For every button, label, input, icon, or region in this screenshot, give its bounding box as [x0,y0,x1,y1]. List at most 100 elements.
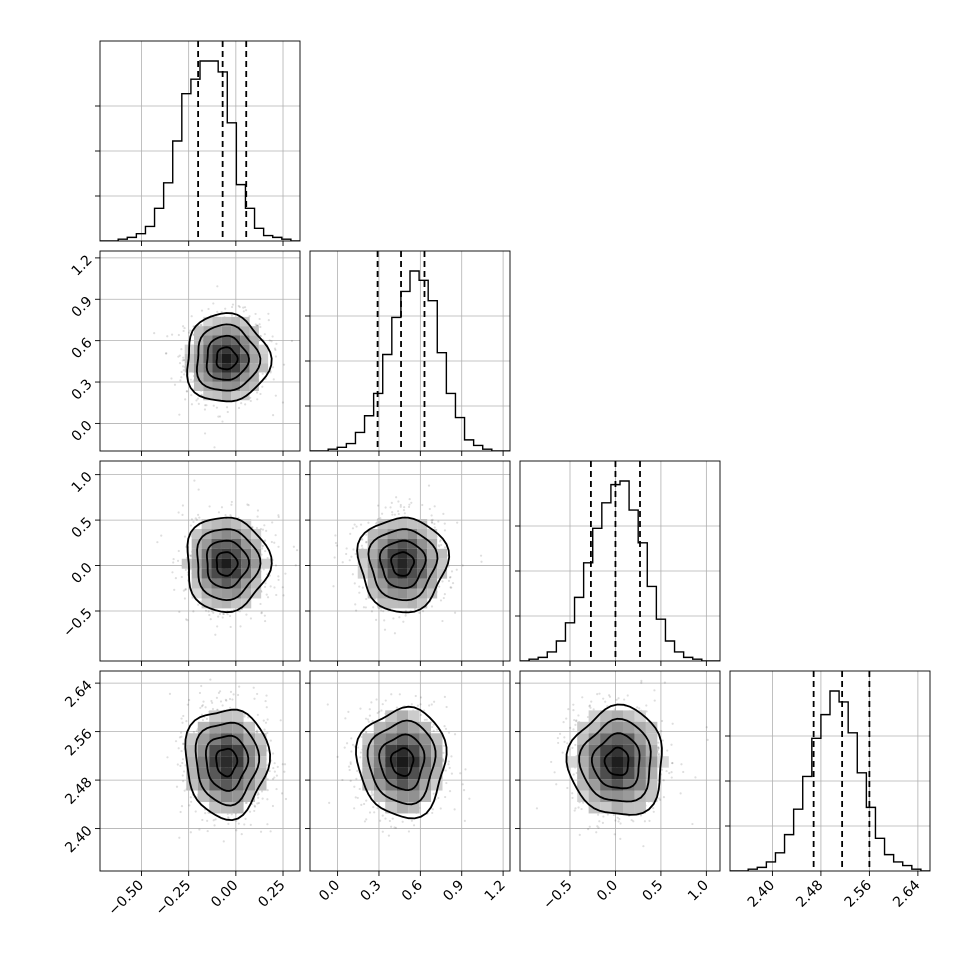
scatter-point [204,404,207,407]
scatter-point [252,686,255,689]
density-cell [184,363,194,373]
scatter-point [403,506,406,509]
scatter-point [222,612,225,616]
scatter-point [188,804,191,807]
histogram-panel-2 [305,250,511,456]
density-cell [419,744,432,757]
scatter-point [212,611,215,614]
scatter-point [207,307,210,311]
scatter-point [230,314,234,317]
scatter-point [258,323,261,326]
scatter-point [354,603,357,606]
scatter-point [212,302,215,305]
density-cell [231,363,241,373]
scatter-point [213,824,216,827]
scatter-point [227,817,230,820]
density-cell [221,372,232,382]
scatter-point [249,399,252,403]
scatter-point [218,690,222,693]
density-cell [221,326,232,336]
scatter-point [214,633,217,636]
density-cell [407,598,418,609]
density-cell [362,733,374,745]
contour-level-1 [389,747,415,777]
scatter-point [264,721,268,724]
density-cell [197,779,210,791]
scatter-point [253,809,256,813]
scatter-point [235,819,238,823]
scatter-point [447,731,451,734]
scatter-point [182,356,185,359]
scatter-point [213,446,216,449]
panel-frame [309,460,511,662]
scatter-point [207,811,210,814]
density-cell [373,733,386,745]
scatter-point [265,694,268,697]
density-cell [221,363,232,373]
density-cell [209,721,221,734]
scatter-point [332,585,335,588]
scatter-point [387,834,391,837]
scatter-point [352,548,355,551]
scatter-point [217,415,220,418]
scatter-point [443,744,446,748]
scatter-point [243,715,246,718]
scatter-point [259,602,262,606]
scatter-point [437,544,441,547]
scatter-point [375,618,378,622]
scatter-point [221,420,224,423]
scatter-point [379,517,382,520]
scatter-point [228,697,232,701]
scatter-point [221,704,224,707]
scatter-point [366,718,370,721]
scatter-point [345,742,349,745]
scatter-point [172,561,175,564]
scatter-point [201,704,204,707]
scatter-point [374,522,378,525]
scatter-point [263,585,267,588]
scatter-point [445,705,448,709]
scatter-point [180,370,183,374]
scatter-point [430,521,434,524]
density-cell [211,548,222,559]
scatter-point [440,543,443,547]
scatter-point [222,612,225,615]
scatter-point [351,573,354,576]
density-cell [197,767,210,780]
scatter-point [453,808,456,811]
density-cell [201,558,212,569]
scatter-point [401,820,404,823]
scatter-point [185,389,188,393]
scatter-point [181,513,184,516]
scatter-point [359,751,363,754]
scatter-point [431,811,434,815]
scatter-point [184,568,187,571]
scatter-point [350,737,353,740]
scatter-point [432,729,435,732]
density-cell [211,568,222,579]
panel-frame [99,670,301,872]
density-cell [201,519,212,529]
density-cell [209,710,221,722]
density-cell [377,568,388,579]
panel-frame [519,460,721,662]
density-cell [387,578,398,589]
scatter-point [461,564,464,567]
density-cell [212,363,222,373]
scatter-point [449,586,452,589]
scatter-point [275,774,279,777]
density-cell [209,790,221,802]
scatter-point [190,403,194,406]
density-cell [385,767,397,780]
scatter-point [217,615,220,618]
scatter-point [275,342,278,345]
density-cell [255,767,267,780]
scatter-point [378,710,381,713]
density-cell [397,528,408,539]
density-cell [417,578,428,589]
scatter-point [189,329,192,332]
scatter-point [266,798,269,801]
density-cell [397,598,408,609]
scatter-point [226,613,229,616]
scatter-point [349,762,352,766]
